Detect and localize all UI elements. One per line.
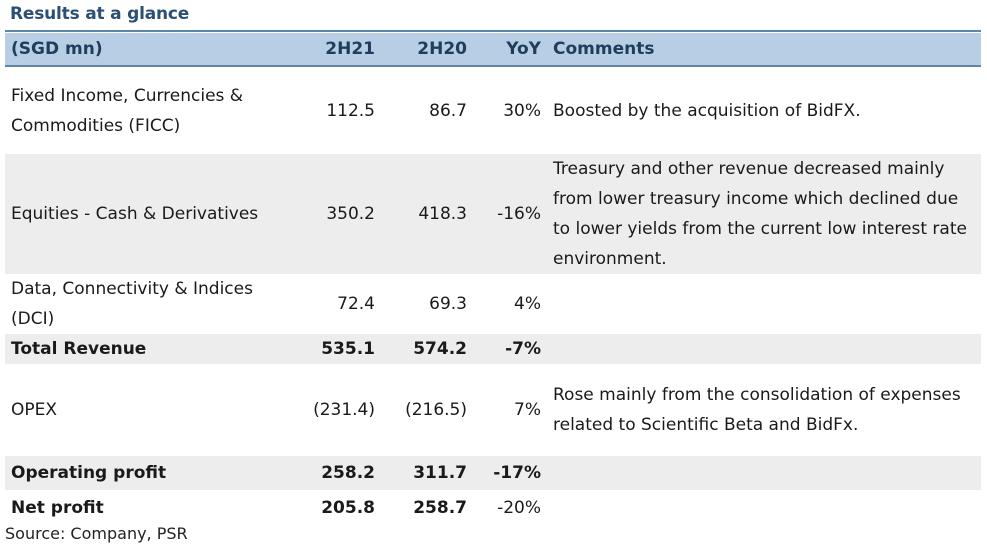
- row-comment: [547, 456, 981, 490]
- row-2h21: 112.5: [326, 100, 375, 121]
- row-yoy: -20%: [497, 498, 541, 518]
- row-2h21: 350.2: [301, 154, 381, 274]
- row-2h21: 72.4: [337, 294, 375, 314]
- row-label: Equities - Cash & Derivatives: [5, 154, 301, 274]
- header-row: (SGD mn) 2H21 2H20 YoY Comments: [5, 33, 981, 67]
- table-row: Equities - Cash & Derivatives 350.2 418.…: [5, 154, 981, 274]
- row-yoy: -17%: [473, 456, 547, 490]
- row-yoy: -16%: [473, 154, 547, 274]
- row-label: Data, Connectivity & Indices (DCI): [11, 279, 253, 329]
- row-2h21: (231.4): [313, 400, 375, 420]
- row-label: OPEX: [11, 400, 58, 420]
- row-2h20: 418.3: [381, 154, 473, 274]
- table-row: Fixed Income, Currencies & Commodities (…: [5, 66, 981, 154]
- row-comment: [547, 490, 981, 526]
- header-yoy: YoY: [473, 33, 547, 67]
- row-yoy: -7%: [473, 334, 547, 364]
- row-label: Total Revenue: [5, 334, 301, 364]
- row-yoy: 30%: [503, 100, 541, 121]
- row-2h21: 535.1: [301, 334, 381, 364]
- header-label: (SGD mn): [5, 33, 301, 67]
- title-divider: [5, 30, 981, 32]
- results-table: (SGD mn) 2H21 2H20 YoY Comments Fixed In…: [5, 33, 981, 526]
- row-label: Net profit: [11, 498, 104, 518]
- source-note: Source: Company, PSR: [5, 524, 188, 543]
- row-comment: [547, 334, 981, 364]
- table-row: Data, Connectivity & Indices (DCI) 72.4 …: [5, 274, 981, 334]
- table-row: Operating profit 258.2 311.7 -17%: [5, 456, 981, 490]
- table-row: OPEX (231.4) (216.5) 7% Rose mainly from…: [5, 364, 981, 456]
- header-2h20: 2H20: [381, 33, 473, 67]
- row-yoy: 4%: [514, 294, 541, 314]
- table-row: Net profit 205.8 258.7 -20%: [5, 490, 981, 526]
- row-yoy: 7%: [514, 400, 541, 420]
- row-2h20: 311.7: [381, 456, 473, 490]
- row-comment: [547, 274, 981, 334]
- header-2h21: 2H21: [301, 33, 381, 67]
- table-title: Results at a glance: [10, 4, 190, 24]
- row-2h20: (216.5): [405, 400, 467, 420]
- table-row: Total Revenue 535.1 574.2 -7%: [5, 334, 981, 364]
- row-2h20: 86.7: [429, 100, 467, 121]
- row-comment: Boosted by the acquisition of BidFX.: [553, 100, 861, 121]
- header-comments: Comments: [547, 33, 981, 67]
- row-2h21: 258.2: [301, 456, 381, 490]
- row-label: Operating profit: [5, 456, 301, 490]
- row-2h20: 574.2: [381, 334, 473, 364]
- row-2h20: 258.7: [413, 498, 467, 518]
- row-2h21: 205.8: [321, 498, 375, 518]
- row-comment: Treasury and other revenue decreased mai…: [547, 154, 981, 274]
- row-2h20: 69.3: [429, 294, 467, 314]
- row-label: Fixed Income, Currencies & Commodities (…: [11, 85, 244, 136]
- row-comment: Rose mainly from the consolidation of ex…: [553, 385, 961, 435]
